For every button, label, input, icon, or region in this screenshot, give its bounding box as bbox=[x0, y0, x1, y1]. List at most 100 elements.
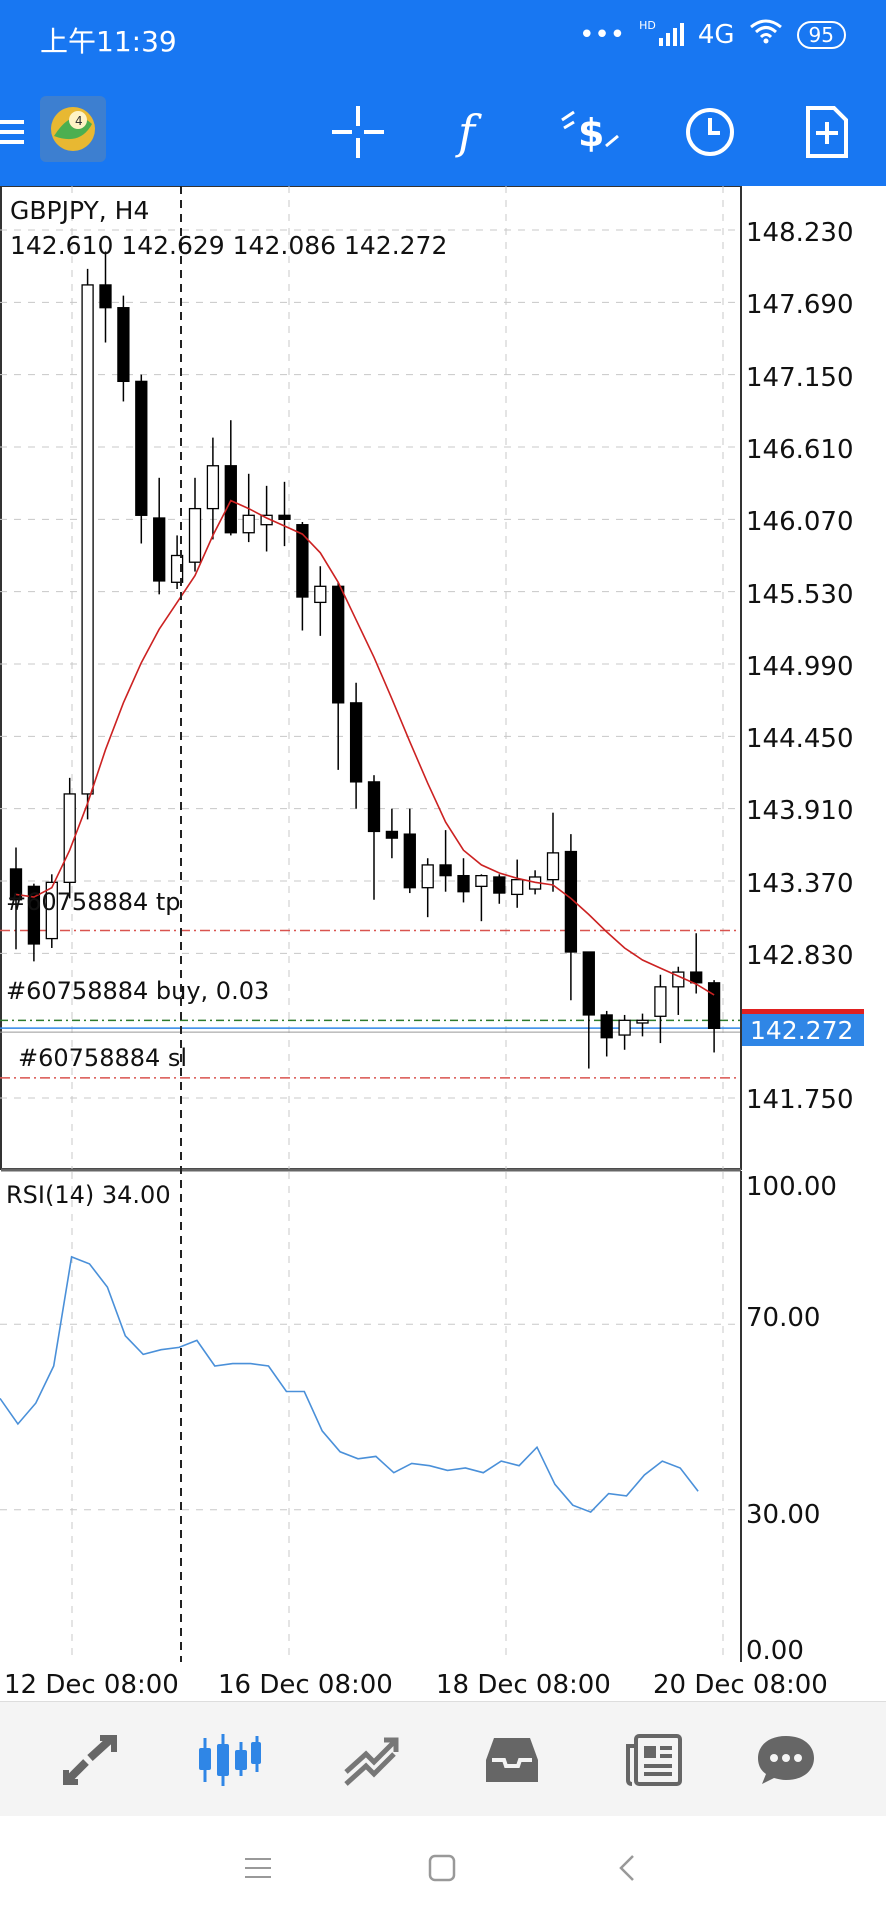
signal-icon: HD bbox=[639, 19, 684, 46]
candle bbox=[63, 777, 76, 899]
network-type: 4G bbox=[697, 19, 735, 50]
candle-body-bear bbox=[278, 514, 291, 520]
candle-body-bull bbox=[618, 1019, 631, 1036]
candle-body-bull bbox=[206, 465, 220, 510]
candle bbox=[296, 522, 309, 631]
candle-body-bull bbox=[188, 507, 202, 563]
trade-nav-icon[interactable] bbox=[338, 1730, 406, 1790]
candle-body-bull bbox=[242, 514, 255, 534]
candle-body-bear bbox=[385, 830, 399, 839]
candle bbox=[224, 420, 237, 536]
candle bbox=[99, 251, 112, 343]
history-icon[interactable] bbox=[478, 1730, 546, 1790]
ohlc-values: 142.610 142.629 142.086 142.272 bbox=[10, 231, 447, 260]
candle bbox=[403, 808, 416, 894]
candle-body-bull bbox=[546, 852, 560, 881]
status-time: 上午11:39 bbox=[40, 25, 177, 58]
chart-svg[interactable]: GBPJPY, H4 142.610 142.629 142.086 142.2… bbox=[0, 185, 886, 1701]
candle-body-bear bbox=[224, 465, 237, 534]
clock-icon[interactable] bbox=[676, 98, 744, 166]
home-nav-icon[interactable] bbox=[418, 1844, 466, 1892]
candle bbox=[421, 858, 434, 918]
chart-icon[interactable] bbox=[196, 1730, 264, 1790]
candle bbox=[546, 812, 560, 892]
svg-text:f: f bbox=[455, 106, 482, 158]
candle-body-bear bbox=[135, 380, 148, 516]
wifi-icon bbox=[749, 18, 783, 51]
menu-nav-icon[interactable] bbox=[234, 1844, 282, 1892]
ma-line bbox=[15, 499, 715, 996]
candle bbox=[188, 477, 202, 572]
candle-body-bear bbox=[367, 781, 381, 833]
candle-body-bear bbox=[493, 876, 506, 894]
svg-text:4: 4 bbox=[75, 114, 83, 128]
time-tick: 20 Dec 08:00 bbox=[653, 1670, 828, 1700]
messages-icon[interactable] bbox=[752, 1730, 820, 1790]
candle-body-bear bbox=[600, 1014, 613, 1039]
battery-indicator: 95 bbox=[796, 20, 846, 49]
top-toolbar: 4 f $ bbox=[0, 78, 886, 186]
candle bbox=[618, 1014, 631, 1050]
candle bbox=[314, 566, 327, 636]
candle-body-bear bbox=[349, 702, 363, 783]
price-tick: 143.370 bbox=[746, 869, 854, 899]
status-bar: 上午11:39 ••• HD 4G 95 bbox=[0, 0, 886, 78]
price-axis[interactable]: 148.230 147.690 147.150 146.610 146.070 … bbox=[746, 218, 854, 1115]
candle-body-bear bbox=[9, 868, 23, 901]
price-tick: 143.910 bbox=[746, 796, 854, 826]
candle-body-bear bbox=[403, 833, 416, 889]
trade-levels bbox=[0, 929, 740, 1079]
candle-body-bear bbox=[117, 307, 130, 383]
back-nav-icon[interactable] bbox=[604, 1844, 652, 1892]
candle bbox=[117, 295, 130, 402]
candle bbox=[349, 682, 363, 809]
grid bbox=[0, 186, 740, 1662]
crosshair-icon[interactable] bbox=[324, 98, 392, 166]
candle bbox=[457, 858, 470, 903]
candle-body-bear bbox=[27, 885, 41, 945]
candle bbox=[385, 808, 399, 859]
candle-body-bear bbox=[582, 951, 595, 1016]
candle bbox=[600, 1010, 613, 1057]
rsi-label: RSI(14) 34.00 bbox=[6, 1181, 171, 1209]
rsi-axis[interactable]: 100.00 70.00 30.00 0.00 bbox=[746, 1172, 837, 1666]
rsi-tick: 100.00 bbox=[746, 1172, 837, 1202]
metatrader-logo: 4 bbox=[38, 94, 108, 164]
candle bbox=[493, 874, 506, 904]
candle bbox=[135, 374, 148, 544]
candle-body-bear bbox=[153, 517, 166, 582]
candle bbox=[170, 535, 184, 589]
candle-body-bull bbox=[45, 881, 58, 940]
menu-icon[interactable] bbox=[0, 98, 30, 166]
trade-icon[interactable]: $ bbox=[556, 98, 624, 166]
candle-body-bull bbox=[636, 1019, 649, 1024]
price-tick: 146.610 bbox=[746, 435, 854, 465]
candle bbox=[278, 481, 291, 547]
buy-label: #60758884 buy, 0.03 bbox=[6, 977, 269, 1005]
new-chart-icon[interactable] bbox=[792, 98, 860, 166]
sl-label: #60758884 sl bbox=[18, 1044, 187, 1072]
price-tick: 144.450 bbox=[746, 724, 854, 754]
time-axis[interactable]: 12 Dec 08:00 16 Dec 08:00 18 Dec 08:00 2… bbox=[4, 1670, 828, 1700]
candle-body-bull bbox=[672, 971, 685, 988]
price-tick: 142.830 bbox=[746, 941, 854, 971]
candle bbox=[582, 951, 595, 1069]
moving-average bbox=[15, 499, 715, 996]
candle-body-bull bbox=[170, 554, 184, 583]
rsi-series bbox=[0, 1255, 699, 1514]
status-right: ••• HD 4G 95 bbox=[579, 18, 846, 51]
candle bbox=[9, 847, 23, 950]
function-icon[interactable]: f bbox=[440, 98, 508, 166]
tp-label: #60758884 tp bbox=[6, 888, 181, 916]
current-price-marker bbox=[742, 1009, 864, 1014]
chart-area[interactable]: GBPJPY, H4 142.610 142.629 142.086 142.2… bbox=[0, 185, 886, 1701]
price-tick: 141.750 bbox=[746, 1085, 854, 1115]
quotes-icon[interactable] bbox=[56, 1730, 124, 1790]
candle-body-bear bbox=[332, 585, 345, 704]
news-icon[interactable] bbox=[620, 1730, 688, 1790]
candle-body-bull bbox=[314, 585, 327, 604]
candle bbox=[654, 974, 667, 1044]
candle-body-bull bbox=[421, 864, 434, 889]
candle bbox=[367, 775, 381, 900]
candle bbox=[511, 859, 524, 908]
